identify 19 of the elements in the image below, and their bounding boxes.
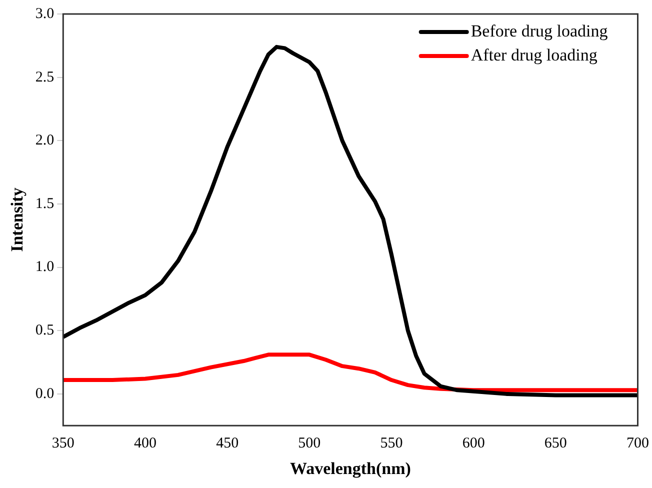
y-tick-label: 2.5 [35,69,54,86]
y-tick-label: 0.0 [35,386,54,402]
x-tick-label: 500 [298,436,321,452]
legend-label: After drug loading [470,45,598,64]
x-tick-label: 650 [544,436,567,452]
y-tick-label: 1.0 [35,259,54,276]
x-tick-label: 600 [462,436,485,452]
x-axis-title: Wavelength(nm) [290,459,411,478]
x-tick-label: 450 [216,436,239,452]
x-tick-label: 700 [626,436,649,452]
y-axis-title: Intensity [8,187,27,252]
y-tick-label: 1.5 [35,196,54,212]
legend-label: Before drug loading [470,21,608,40]
y-tick-label: 0.5 [35,322,54,339]
y-tick-label: 3.0 [35,6,54,22]
x-tick-label: 550 [380,436,403,452]
x-tick-label: 400 [134,436,156,452]
y-tick-label: 2.0 [35,132,54,149]
x-tick-label: 350 [52,436,74,452]
